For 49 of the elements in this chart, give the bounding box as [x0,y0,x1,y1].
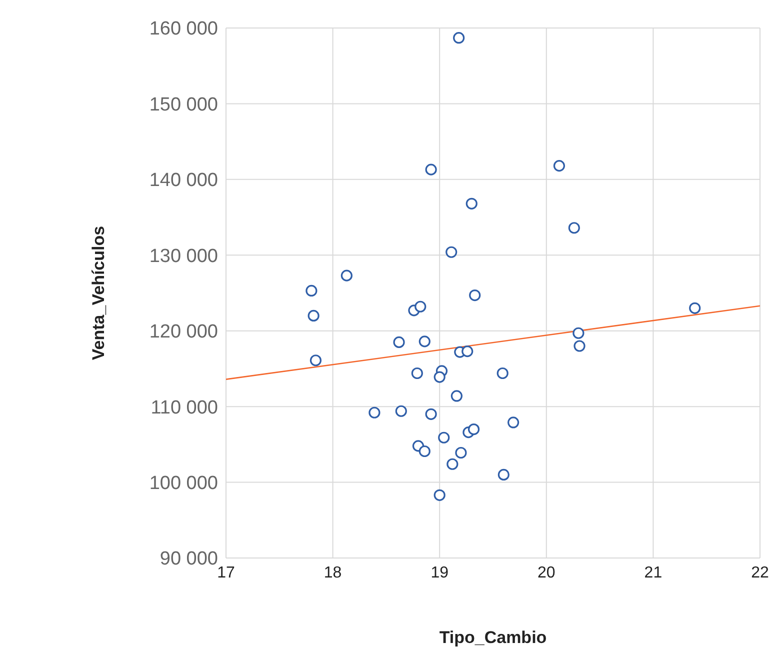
x-tick-label: 21 [644,564,662,582]
x-tick-label: 18 [324,564,342,582]
x-tick-label: 17 [217,564,235,582]
point [498,468,510,481]
y-tick-label: 130 000 [149,246,218,267]
y-tick-label: 140 000 [149,170,218,192]
point [689,302,701,314]
point [453,32,465,44]
y-tick-label: 100 000 [149,473,218,494]
point [446,458,458,470]
point [455,446,467,459]
point [507,416,520,428]
point [496,367,508,380]
point [425,408,437,420]
point [469,289,481,302]
point [411,367,423,380]
point [414,300,426,312]
point [418,445,430,458]
point [468,423,480,436]
point [434,371,446,383]
y-tick-label: 160 000 [149,18,218,40]
point [572,327,584,339]
y-tick-label: 90 000 [160,548,218,570]
point [450,390,462,402]
point [306,284,318,297]
point [438,432,450,444]
point [395,405,407,417]
x-tick-label: 22 [751,564,769,582]
point [553,160,566,172]
point [425,164,437,176]
point [462,346,474,358]
point [434,489,446,501]
point [368,406,380,418]
y-tick-label: 110 000 [150,397,218,418]
point [310,354,322,366]
point [568,222,580,234]
y-tick-label: 120 000 [149,322,218,343]
y-tick-label: 150 000 [149,94,218,116]
point [308,310,320,322]
x-tick-label: 20 [538,564,556,582]
point [393,336,405,348]
point [574,340,586,352]
y-axis-title: Venta_Vehículos [89,226,108,360]
x-axis-title: Tipo_Cambio [439,628,547,647]
point [446,246,458,258]
point [340,270,352,282]
x-tick-label: 19 [430,564,449,582]
point [466,198,478,210]
point [418,336,430,348]
